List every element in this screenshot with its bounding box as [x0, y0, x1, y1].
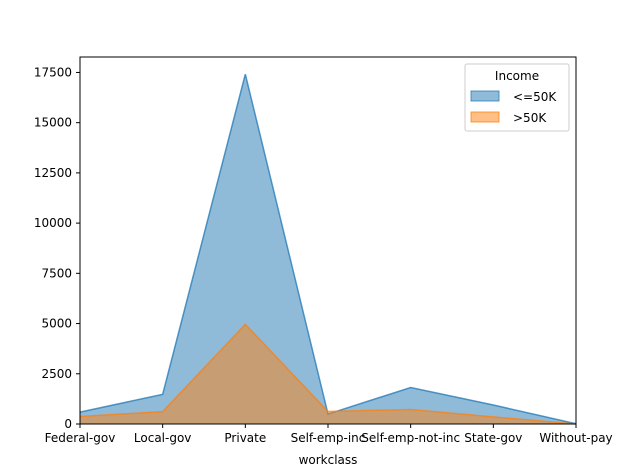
area-series-0 [80, 74, 576, 425]
x-tick-label: Local-gov [134, 431, 192, 445]
y-tick-label: 7500 [41, 266, 72, 280]
x-tick-label: Self-emp-not-inc [361, 431, 460, 445]
x-axis-ticks: Federal-gov Local-gov Private Self-emp-incS… [45, 424, 613, 445]
x-tick-label: Private [224, 431, 266, 445]
y-tick-label: 17500 [34, 65, 72, 79]
legend-label: <=50K [513, 90, 557, 104]
area-series-line-1 [79, 323, 577, 425]
x-tick-label: Federal-gov [45, 431, 116, 445]
y-axis-ticks: 0 2500 5000 7500 10000 12500 15000 17500 [34, 65, 80, 431]
y-tick-label: 2500 [41, 367, 72, 381]
legend-swatch [470, 111, 500, 123]
legend-swatch [470, 90, 500, 102]
series-areas [79, 74, 577, 425]
legend-entries: <=50K >50K [470, 90, 557, 125]
y-tick-label: 12500 [34, 166, 72, 180]
y-tick-label: 5000 [41, 317, 72, 331]
legend-label: >50K [513, 111, 547, 125]
x-tick-label: Without-pay [539, 431, 612, 445]
x-tick-label: State-gov [464, 431, 522, 445]
legend: Income <=50K >50K [464, 63, 570, 132]
legend-title: Income [495, 69, 539, 83]
y-tick-label: 10000 [34, 216, 72, 230]
x-tick-label: Self-emp-inc [291, 431, 366, 445]
y-tick-label: 0 [64, 417, 72, 431]
y-tick-label: 15000 [34, 116, 72, 130]
area-series-1 [80, 324, 576, 424]
x-axis-label: workclass [299, 453, 358, 467]
